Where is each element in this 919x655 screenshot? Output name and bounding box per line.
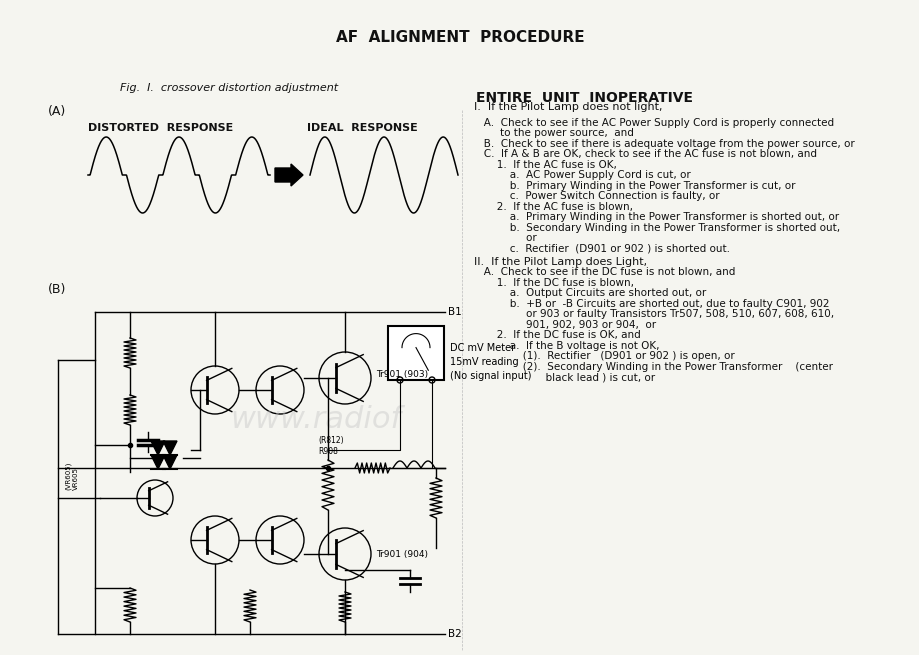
Text: IDEAL  RESPONSE: IDEAL RESPONSE [307,123,417,133]
Text: AF  ALIGNMENT  PROCEDURE: AF ALIGNMENT PROCEDURE [335,31,584,45]
Text: 901, 902, 903 or 904,  or: 901, 902, 903 or 904, or [473,320,655,329]
Text: (2).  Secondary Winding in the Power Transformer    (center: (2). Secondary Winding in the Power Tran… [473,362,832,371]
Text: II.  If the Pilot Lamp does Light,: II. If the Pilot Lamp does Light, [473,257,646,267]
Text: (R812): (R812) [318,436,344,445]
Text: B1: B1 [448,307,461,317]
Text: or: or [473,233,536,243]
Text: B.  Check to see if there is adequate voltage from the power source, or: B. Check to see if there is adequate vol… [473,139,854,149]
Text: (1).  Rectifier   (D901 or 902 ) is open, or: (1). Rectifier (D901 or 902 ) is open, o… [473,351,733,361]
Text: black lead ) is cut, or: black lead ) is cut, or [473,372,654,382]
Text: A.  Check to see if the AC Power Supply Cord is properly connected: A. Check to see if the AC Power Supply C… [473,118,833,128]
Text: a.  Output Circuits are shorted out, or: a. Output Circuits are shorted out, or [473,288,705,298]
Polygon shape [151,455,165,469]
Polygon shape [163,441,176,455]
Text: 2.  If the AC fuse is blown,: 2. If the AC fuse is blown, [473,202,632,212]
Text: B2: B2 [448,629,461,639]
Polygon shape [151,441,165,455]
Text: 1.  If the DC fuse is blown,: 1. If the DC fuse is blown, [473,278,633,288]
Text: a.  AC Power Supply Cord is cut, or: a. AC Power Supply Cord is cut, or [473,170,690,180]
FancyArrow shape [275,164,302,186]
Text: (B): (B) [48,284,66,297]
Text: (A): (A) [48,105,66,119]
Text: a.  Primary Winding in the Power Transformer is shorted out, or: a. Primary Winding in the Power Transfor… [473,212,838,222]
Text: Fig.  I.  crossover distortion adjustment: Fig. I. crossover distortion adjustment [119,83,338,93]
Text: to the power source,  and: to the power source, and [473,128,633,138]
Text: 15mV reading: 15mV reading [449,357,518,367]
Text: DISTORTED  RESPONSE: DISTORTED RESPONSE [88,123,233,133]
Text: www.radiof: www.radiof [230,405,401,434]
Text: R908: R908 [318,447,337,457]
Text: I.  If the Pilot Lamp does not light,: I. If the Pilot Lamp does not light, [473,102,662,111]
Text: b.  +B or  -B Circuits are shorted out, due to faulty C901, 902: b. +B or -B Circuits are shorted out, du… [473,299,828,309]
Text: ENTIRE  UNIT  INOPERATIVE: ENTIRE UNIT INOPERATIVE [475,91,692,105]
Text: or 903 or faulty Transistors Tr507, 508, 510, 607, 608, 610,: or 903 or faulty Transistors Tr507, 508,… [473,309,833,319]
Bar [388,326,444,380]
Text: Tr901 (903): Tr901 (903) [376,371,427,379]
Text: (No signal input): (No signal input) [449,371,531,381]
Text: C.  If A & B are OK, check to see if the AC fuse is not blown, and: C. If A & B are OK, check to see if the … [473,149,816,159]
Text: A.  Check to see if the DC fuse is not blown, and: A. Check to see if the DC fuse is not bl… [473,267,734,277]
Text: VR605: VR605 [73,467,79,490]
Text: 2.  If the DC fuse is OK, and: 2. If the DC fuse is OK, and [473,330,640,340]
Polygon shape [163,455,176,469]
Text: c.  Rectifier  (D901 or 902 ) is shorted out.: c. Rectifier (D901 or 902 ) is shorted o… [473,244,729,253]
Text: a.  If the B voltage is not OK,: a. If the B voltage is not OK, [473,341,659,350]
Text: (VR605): (VR605) [65,462,72,490]
Text: b.  Primary Winding in the Power Transformer is cut, or: b. Primary Winding in the Power Transfor… [473,181,794,191]
Text: c.  Power Switch Connection is faulty, or: c. Power Switch Connection is faulty, or [473,191,719,201]
Text: b.  Secondary Winding in the Power Transformer is shorted out,: b. Secondary Winding in the Power Transf… [473,223,839,233]
Text: 1.  If the AC fuse is OK,: 1. If the AC fuse is OK, [473,160,616,170]
Text: Tr901 (904): Tr901 (904) [376,550,427,559]
Text: DC mV Meter: DC mV Meter [449,343,515,353]
